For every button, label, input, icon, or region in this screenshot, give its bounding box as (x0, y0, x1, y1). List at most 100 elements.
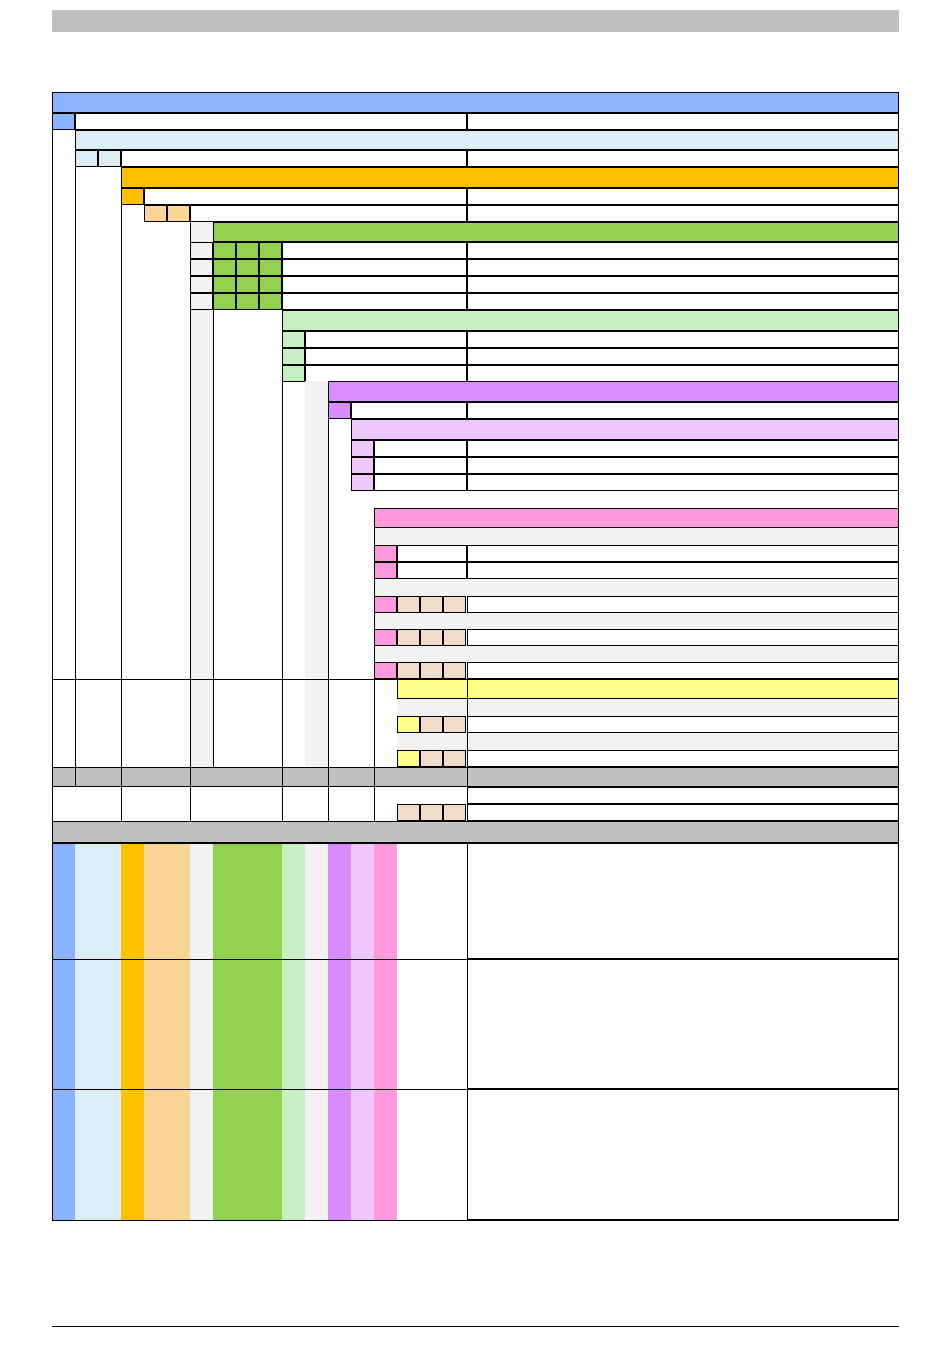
bottom-color-col (328, 959, 351, 1089)
level5-tan-c (443, 596, 466, 613)
bottom-color-col (259, 959, 282, 1089)
guide-l3 (190, 222, 191, 821)
guide-l1 (75, 130, 76, 787)
level3-light-marker (282, 348, 305, 365)
bottom-color-col (52, 959, 75, 1089)
bottom-color-col (213, 1089, 236, 1220)
level3-light-name (305, 331, 467, 348)
bottom-color-col (167, 959, 190, 1089)
level3-row-name (282, 293, 467, 310)
level3-row-desc (467, 242, 899, 259)
level5-tan-c (443, 662, 466, 679)
level1-name-cell (75, 113, 467, 130)
guide-l4 (328, 419, 329, 821)
level5-gray-row (374, 579, 899, 596)
level2-desc (467, 188, 899, 205)
yellow-tan-c (443, 716, 466, 733)
bottom-color-col (52, 843, 75, 959)
level4-gray-col (305, 381, 328, 767)
level2-sub-name (190, 205, 467, 222)
bottom-color-col (374, 959, 397, 1089)
guide-l5 (374, 508, 375, 821)
guide-h-a (52, 679, 397, 680)
level3-row-name (282, 242, 467, 259)
yellow-desc (467, 750, 899, 767)
level5-marker (374, 562, 397, 579)
bottom-color-col (351, 1089, 374, 1220)
level4-light-marker (351, 474, 374, 491)
guide-l3b (213, 310, 214, 767)
level5-tan-a (397, 662, 420, 679)
level3-light-name (305, 365, 467, 382)
bottom-desc-cell (467, 959, 899, 1089)
level4-marker (328, 402, 351, 419)
level4-desc (467, 402, 899, 419)
level5-marker (374, 629, 397, 646)
level3-row-c1 (213, 242, 236, 259)
bottom-color-col (167, 1089, 190, 1220)
guide-l2 (121, 167, 122, 821)
level5-tan-b (420, 596, 443, 613)
level5-desc (467, 629, 899, 646)
after-band-row (397, 787, 467, 804)
level4-light-name (374, 474, 467, 491)
level5-marker (374, 545, 397, 562)
bottom-color-col (75, 843, 98, 959)
yellow-gray-row (397, 699, 899, 716)
yellow-desc (467, 716, 899, 733)
level3-row-c2 (236, 259, 259, 276)
bottom-color-col (121, 959, 144, 1089)
bottom-color-col (144, 959, 167, 1089)
table-title-band (52, 92, 899, 113)
level4-name (351, 402, 467, 419)
bottom-color-col (305, 1089, 328, 1220)
bottom-color-col (144, 843, 167, 959)
bottom-color-col (305, 959, 328, 1089)
level3-row-c2 (236, 242, 259, 259)
level3-row-name (282, 259, 467, 276)
bottom-left-border (52, 843, 53, 1220)
bottom-color-col (328, 1089, 351, 1220)
bottom-color-col (236, 959, 259, 1089)
level4-light-desc (467, 457, 899, 474)
bottom-right-border (898, 843, 899, 1220)
level2-sub-b (167, 205, 190, 222)
level5-marker (374, 662, 397, 679)
level5-marker (374, 596, 397, 613)
level3-light-marker (282, 365, 305, 382)
yellow-tan-c (443, 750, 466, 767)
level3-row-desc (467, 293, 899, 310)
level1-sub-b (98, 150, 121, 167)
level2-band (121, 167, 899, 188)
bottom-color-col (351, 843, 374, 959)
page-header-bar (52, 10, 899, 32)
bottom-color-col (75, 959, 98, 1089)
level5-gray-row (374, 528, 899, 545)
bottom-desc-cell (467, 843, 899, 959)
level5-desc (467, 662, 899, 679)
level5-desc (467, 562, 899, 579)
gray-band-1 (52, 767, 899, 787)
bottom-color-col (236, 843, 259, 959)
level4-light-band (351, 419, 899, 440)
bottom-name-cell (397, 1089, 467, 1220)
level1-child-band (75, 130, 899, 150)
level4-light-desc (467, 440, 899, 457)
bottom-color-col (282, 843, 305, 959)
level1-desc-cell (467, 113, 899, 130)
level3-row-marker (190, 293, 213, 310)
level5-desc (467, 545, 899, 562)
bottom-color-col (213, 959, 236, 1089)
bottom-color-col (213, 843, 236, 959)
bottom-name-cell (397, 959, 467, 1089)
yellow-marker (397, 750, 420, 767)
level3-row-c2 (236, 293, 259, 310)
bottom-color-col (144, 1089, 167, 1220)
level3-light-band (282, 310, 899, 331)
level1-sub-a (75, 150, 98, 167)
level4-light-name (374, 457, 467, 474)
after-band-desc2 (467, 804, 899, 821)
yellow-tan-b (420, 716, 443, 733)
bottom-color-col (351, 959, 374, 1089)
bottom-row-border (52, 959, 899, 960)
